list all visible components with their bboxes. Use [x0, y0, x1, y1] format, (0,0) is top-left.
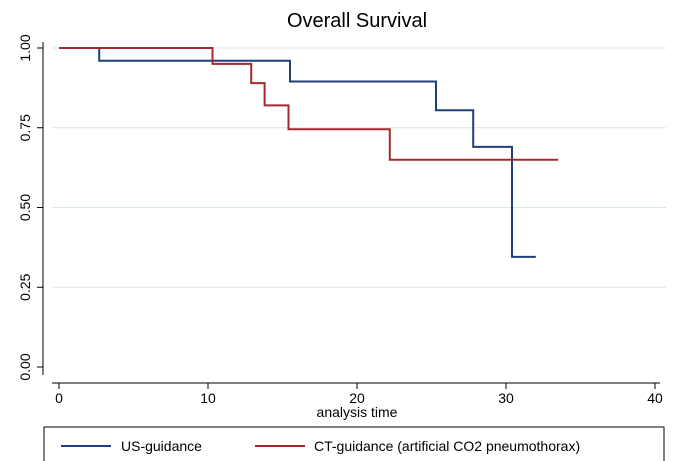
series-line-0: [59, 47, 536, 258]
y-tick-label-1: 0.25: [17, 273, 33, 300]
plot-series: [59, 47, 559, 258]
chart-title: Overall Survival: [287, 10, 427, 32]
x-axis-label: analysis time: [317, 404, 398, 420]
grid-lines: [52, 47, 666, 288]
y-tick-label-0: 0.00: [17, 353, 33, 380]
legend-label-0: US-guidance: [121, 438, 202, 454]
y-tick-label-3: 0.75: [17, 114, 33, 141]
x-tick-label-0: 0: [55, 390, 63, 406]
x-tick-label-1: 10: [200, 390, 216, 406]
y-tick-label-4: 1.00: [17, 34, 33, 61]
legend: US-guidance CT-guidance (artificial CO2 p…: [43, 426, 665, 461]
legend-label-1: CT-guidance (artificial CO2 pneumothorax…: [314, 438, 580, 454]
x-tick-label-2: 20: [349, 390, 365, 406]
legend-box: [43, 426, 665, 461]
series-line-1: [59, 47, 559, 161]
x-tick-label-4: 40: [647, 390, 663, 406]
axes: 0.00 0.25 0.50 0.75 1.00 0 10 20 30 40: [17, 34, 663, 406]
x-tick-label-3: 30: [498, 390, 514, 406]
y-tick-label-2: 0.50: [17, 194, 33, 221]
